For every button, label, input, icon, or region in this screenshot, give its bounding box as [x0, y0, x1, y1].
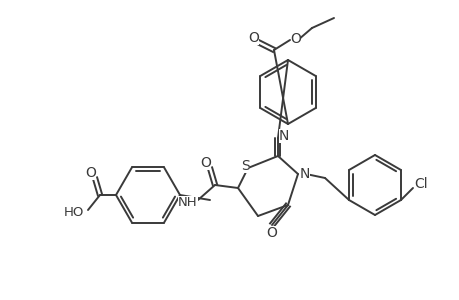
Text: N: N [278, 129, 289, 143]
Text: S: S [241, 159, 250, 173]
Text: N: N [299, 167, 309, 181]
Text: O: O [290, 32, 301, 46]
Text: Cl: Cl [413, 177, 427, 191]
Text: O: O [200, 156, 211, 170]
Text: O: O [266, 226, 277, 240]
Text: O: O [85, 166, 96, 180]
Text: NH: NH [178, 196, 197, 208]
Text: O: O [248, 31, 259, 45]
Text: HO: HO [64, 206, 84, 218]
